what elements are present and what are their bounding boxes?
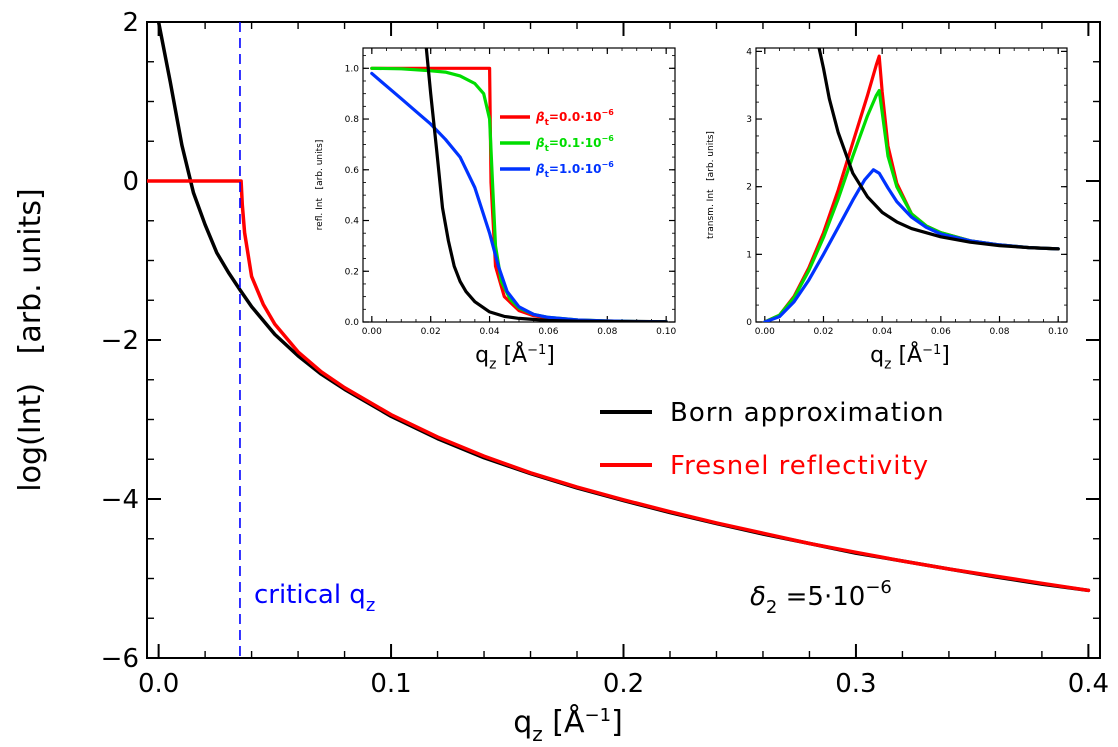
inset2-xlabel: qz [Å−1]: [870, 341, 950, 372]
inset-legend-label-2: βt=1.0·10−6: [535, 160, 614, 180]
delta-exponent: −6: [865, 577, 892, 598]
inset_reflectivity-xtick-label: 0.04: [480, 327, 500, 337]
inset_reflectivity-xtick-label: 0.02: [421, 327, 441, 337]
inset-legend-sym-2: β: [535, 162, 545, 176]
main-ytick-label: 2: [122, 8, 139, 38]
inset_transmission-xtick-label: 0.06: [931, 327, 951, 337]
inset_transmission-ytick-label: 3: [746, 115, 752, 125]
inset1-xlabel-close: ]: [546, 343, 555, 368]
inset-legend-sym-0: β: [535, 110, 545, 124]
inset_reflectivity-ytick-label: 0.6: [345, 166, 360, 176]
inset_transmission-ytick-label: 0: [746, 318, 752, 328]
inset2-xlabel-q: q: [870, 343, 884, 368]
inset1-bg: [363, 48, 675, 322]
inset2-xlabel-sub: z: [884, 356, 891, 372]
delta-symbol: δ: [750, 582, 766, 612]
main-xtick-label: 0.4: [1068, 669, 1109, 699]
inset_reflectivity-series-group: [370, 48, 668, 322]
inset_reflectivity-xtick-label: 0.00: [362, 327, 382, 337]
inset_transmission-xtick-label: 0.08: [989, 327, 1009, 337]
inset_reflectivity-ytick-label: 0.0: [345, 318, 360, 328]
inset_reflectivity-ytick-label: 0.4: [345, 217, 360, 227]
inset-legend-sym-1: β: [535, 136, 545, 150]
inset1-xlabel-unit: [Å: [496, 341, 527, 368]
inset2-xlabel-close: ]: [941, 343, 950, 368]
inset_transmission-xtick-label: 0.04: [872, 327, 892, 337]
inset_reflectivity-xtick-label: 0.08: [597, 327, 617, 337]
inset-legend-exp-0: −6: [601, 108, 614, 117]
inset2-ylabel: transm. Int [arb. units]: [706, 131, 716, 239]
inset2-xlabel-exp: −1: [922, 343, 941, 358]
main-xtick-label: 0.2: [603, 669, 644, 699]
inset2-bg: [756, 48, 1067, 322]
critical-qz-text: critical q: [254, 580, 366, 610]
inset-reflectivity-plot: 0.00 0.02 0.04 0.06 0.08 0.10 0.0 0.2 0.4 0.6 0.8 1…: [315, 47, 676, 372]
inset_transmission-series-group: [763, 48, 1060, 322]
inset-legend-text-0: =0.0·10: [549, 110, 602, 124]
inset-legend-sub-0: t: [545, 118, 550, 128]
inset_transmission-xtick-label: 0.00: [755, 327, 775, 337]
main-series-1-line: [147, 179, 1091, 593]
inset1-ylabel: refl. Int [arb. units]: [315, 140, 325, 231]
main-xlabel-q: q: [513, 705, 532, 740]
inset1-xlabel-sub: z: [489, 356, 496, 372]
main-xtick-label: 0.3: [835, 669, 876, 699]
main-xlabel-unit: [Å: [543, 704, 585, 740]
inset-legend-text-1: =0.1·10: [549, 136, 602, 150]
main-ytick-label: −4: [101, 485, 139, 515]
critical-qz-label: critical qz: [254, 580, 375, 616]
inset_transmission-ytick-label: 4: [746, 47, 752, 57]
inset1-xlabel-exp: −1: [527, 343, 546, 358]
critical-qz-sub: z: [366, 595, 375, 616]
inset_reflectivity-xtick-label: 0.10: [656, 327, 676, 337]
inset_transmission-series-3-line: [817, 48, 1060, 251]
inset_transmission-ytick-label: 1: [746, 250, 752, 260]
main-ytick-label: 0: [122, 167, 139, 197]
inset_reflectivity-ytick-label: 0.2: [345, 267, 359, 277]
main-xlabel-exp: −1: [585, 705, 612, 726]
delta-equation: =5·10: [777, 582, 865, 612]
inset-legend-exp-2: −6: [601, 160, 614, 169]
inset_reflectivity-ytick-label: 0.8: [345, 115, 360, 125]
main-xtick-label: 0.0: [138, 669, 179, 699]
inset-legend-label-0: βt=0.0·10−6: [535, 108, 614, 128]
inset-legend-exp-1: −6: [601, 134, 614, 143]
inset_transmission-xtick-label: 0.10: [1048, 327, 1068, 337]
main-ytick-label: −6: [101, 644, 139, 674]
inset_reflectivity-series-3-line: [424, 48, 668, 322]
inset-legend-sub-1: t: [545, 144, 550, 154]
inset2-xlabel-unit: [Å: [891, 341, 922, 368]
legend-label-1: Fresnel reflectivity: [670, 451, 929, 481]
main-xlabel: qz [Å−1]: [513, 704, 623, 746]
main-xlabel-close: ]: [611, 705, 623, 740]
delta-annotation: δ2 =5·10−6: [750, 577, 892, 618]
inset-legend-sub-2: t: [545, 170, 550, 180]
inset_reflectivity-ytick-label: 1.0: [345, 64, 360, 74]
inset_transmission-xtick-label: 0.02: [813, 327, 833, 337]
inset-legend-label-1: βt=0.1·10−6: [535, 134, 614, 154]
main-series-group: [147, 22, 1091, 593]
inset-transmission-plot: 0.00 0.02 0.04 0.06 0.08 0.10 0 1 2 3 4 qz [Å−1] tra…: [706, 47, 1068, 372]
main-ytick-label: −2: [101, 326, 139, 356]
inset1-xlabel: qz [Å−1]: [475, 341, 555, 372]
delta-sub: 2: [766, 597, 777, 618]
inset_transmission-ytick-label: 2: [746, 183, 752, 193]
main-xlabel-sub: z: [532, 722, 543, 746]
main-ylabel: log(Int) [arb. units]: [13, 188, 48, 491]
legend-label-0: Born approximation: [670, 398, 945, 428]
inset-legend-text-2: =1.0·10: [549, 162, 602, 176]
main-xtick-label: 0.1: [370, 669, 411, 699]
inset1-xlabel-q: q: [475, 343, 489, 368]
inset_reflectivity-xtick-label: 0.06: [538, 327, 558, 337]
